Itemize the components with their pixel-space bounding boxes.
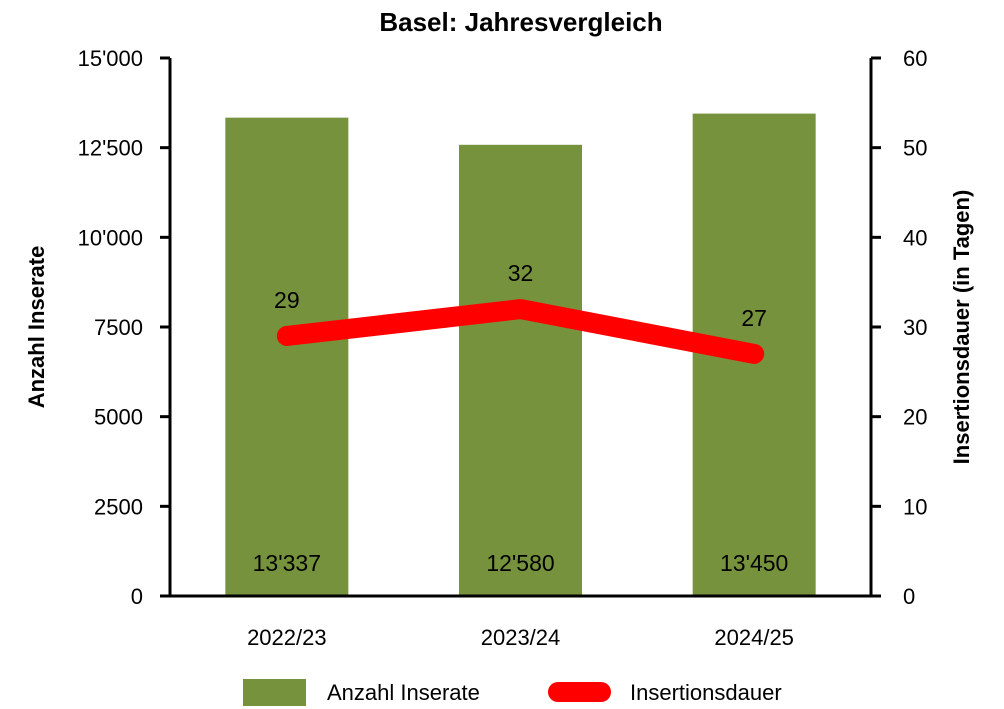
x-tick-label: 2023/24 [481,625,561,650]
line-data-label: 32 [508,260,534,286]
legend-label-line: Insertionsdauer [630,680,782,705]
left-axis-ticks: 0 2500 5000 7500 10'000 12'500 15'000 [78,46,170,609]
left-tick-label: 0 [131,584,143,609]
line-point-2022/23 [285,334,288,337]
legend-label-bars: Anzahl Inserate [327,680,480,705]
line-data-labels: 29 32 27 [274,260,767,331]
bar-2023/24 [459,144,582,596]
legend-swatch-line [548,682,611,702]
right-tick-label: 50 [903,136,927,161]
left-tick-label: 12'500 [78,136,143,161]
line-point-2024/25 [753,352,756,355]
bar-2022/23 [225,117,349,596]
right-tick-label: 30 [903,315,927,340]
right-tick-label: 20 [903,405,927,430]
right-axis-ticks: 0 10 20 30 40 50 60 [871,46,927,609]
right-tick-label: 10 [903,494,927,519]
bar-data-label: 13'450 [720,550,788,576]
right-tick-label: 60 [903,46,927,71]
bar-series [225,113,816,597]
x-axis-tick-labels: 2022/23 2023/24 2024/25 [247,625,794,650]
bar-data-labels: 13'337 12'580 13'450 [253,550,789,576]
left-tick-label: 2500 [94,494,143,519]
right-tick-label: 40 [903,225,927,250]
line-series [276,299,765,364]
x-tick-label: 2024/25 [714,625,794,650]
y2-axis-title: Insertionsdauer (in Tagen) [949,190,974,465]
left-tick-label: 7500 [94,315,143,340]
y-axis-title: Anzahl Inserate [24,246,49,409]
right-tick-label: 0 [903,584,915,609]
left-tick-label: 15'000 [78,46,143,71]
bar-data-label: 13'337 [253,550,321,576]
legend: Anzahl Inserate Insertionsdauer [243,679,782,706]
bar-data-label: 12'580 [486,550,554,576]
line-data-label: 27 [741,305,767,331]
chart-title: Basel: Jahresvergleich [379,7,662,37]
x-tick-label: 2022/23 [247,625,327,650]
line-data-label: 29 [274,287,300,313]
left-tick-label: 5000 [94,405,143,430]
line-point-2023/24 [519,308,522,311]
left-tick-label: 10'000 [78,225,143,250]
legend-swatch-bars [243,679,306,706]
